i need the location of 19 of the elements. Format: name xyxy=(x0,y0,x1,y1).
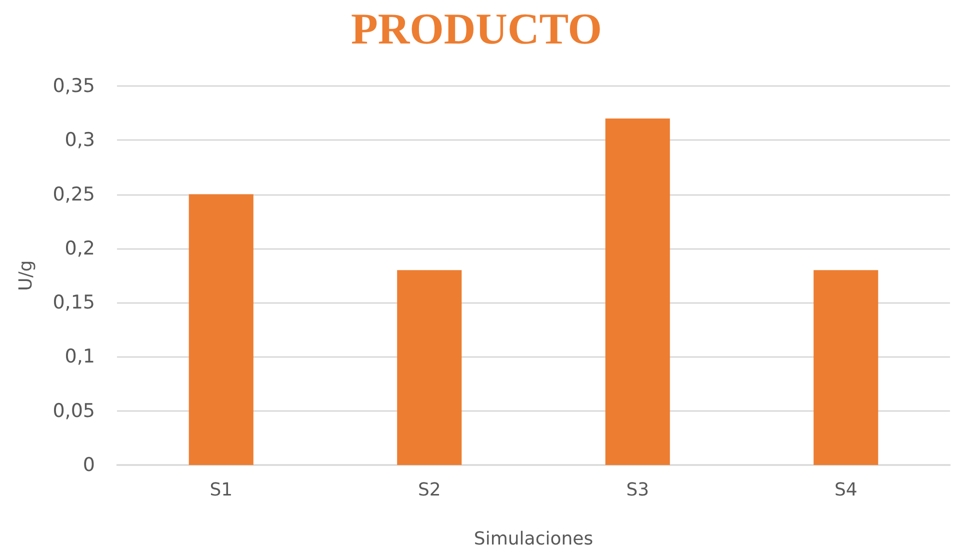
y-tick-label: 0,35 xyxy=(52,75,95,97)
y-tick-label: 0,05 xyxy=(52,400,95,422)
x-axis-title: Simulaciones xyxy=(474,528,594,550)
y-axis-title: U/g xyxy=(16,260,36,291)
chart-title: PRODUCTO xyxy=(351,4,602,54)
y-tick-label: 0,15 xyxy=(52,292,95,314)
x-tick-label: S4 xyxy=(834,480,858,500)
y-tick-label: 0,1 xyxy=(64,346,95,368)
y-tick-label: 0 xyxy=(82,454,95,476)
x-tick-label: S2 xyxy=(418,480,441,500)
y-tick-label: 0,2 xyxy=(64,237,95,260)
y-tick-label: 0,3 xyxy=(64,129,95,152)
bar xyxy=(814,270,878,465)
y-tick-label: 0,25 xyxy=(52,183,95,206)
bar xyxy=(397,270,462,465)
bar xyxy=(605,118,670,465)
x-tick-label: S1 xyxy=(210,480,233,500)
bar xyxy=(188,194,254,465)
x-tick-label: S3 xyxy=(626,480,650,500)
